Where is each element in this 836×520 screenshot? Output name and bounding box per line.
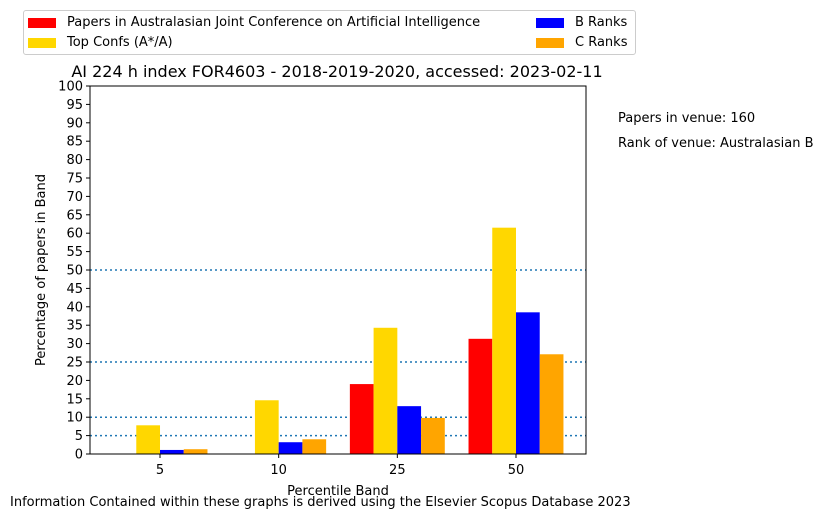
rank-of-venue-note: Rank of venue: Australasian B [618, 136, 814, 151]
bar-top-5 [136, 425, 161, 454]
y-tick-label: 40 [66, 300, 83, 315]
legend-label-top-confs: Top Confs (A*/A) [67, 35, 173, 50]
y-tick-label: 15 [66, 392, 83, 407]
bar-c-10 [302, 439, 327, 454]
bar-papers-25 [349, 384, 374, 454]
legend-label-venue: Papers in Australasian Joint Conference … [67, 15, 481, 30]
x-tick-label: 10 [270, 463, 287, 478]
y-tick-label: 80 [66, 153, 83, 168]
bar-b-50 [515, 312, 540, 454]
y-tick-label: 45 [66, 282, 83, 297]
y-tick-label: 100 [58, 80, 83, 95]
y-tick-label: 65 [66, 208, 83, 223]
bar-b-10 [278, 442, 303, 454]
y-tick-label: 90 [66, 116, 83, 131]
papers-in-venue-note: Papers in venue: 160 [618, 111, 756, 126]
bar-papers-50 [468, 338, 493, 454]
bar-c-25 [421, 417, 445, 454]
bar-top-50 [492, 227, 516, 454]
legend-label-c-ranks: C Ranks [575, 35, 628, 50]
legend-swatch-c-ranks [536, 37, 564, 48]
legend-swatch-top-confs [28, 37, 56, 48]
y-tick-label: 85 [66, 135, 83, 150]
y-tick-label: 0 [75, 448, 83, 463]
y-tick-label: 5 [75, 429, 83, 444]
legend: Papers in Australasian Joint Conference … [23, 10, 636, 55]
chart-title: AI 224 h index FOR4603 - 2018-2019-2020,… [71, 62, 602, 81]
bar-c-50 [539, 354, 564, 454]
x-axis-ticks: 5 10 25 50 [156, 454, 524, 478]
source-footer: Information Contained within these graph… [10, 495, 631, 510]
x-tick-label: 5 [156, 463, 164, 478]
bar-c-5 [183, 449, 208, 454]
bar-top-25 [373, 327, 398, 454]
y-tick-label: 10 [66, 411, 83, 426]
legend-item-top-confs: Top Confs (A*/A) [28, 35, 173, 50]
legend-swatch-venue [28, 17, 56, 28]
bar-b-25 [397, 406, 422, 454]
bars [136, 227, 564, 454]
bar-top-10 [254, 400, 279, 454]
legend-item-venue: Papers in Australasian Joint Conference … [28, 15, 480, 30]
y-tick-label: 35 [66, 319, 83, 334]
legend-label-b-ranks: B Ranks [575, 15, 628, 30]
y-tick-label: 25 [66, 356, 83, 371]
y-tick-label: 75 [66, 172, 83, 187]
y-tick-label: 55 [66, 245, 83, 260]
y-axis-ticks: 0 5 10 15 20 25 30 35 40 45 50 55 60 65 70 75 80 85 90 95 10… [58, 80, 90, 463]
legend-item-b-ranks: B Ranks [536, 15, 627, 30]
y-tick-label: 30 [66, 337, 83, 352]
bar-b-5 [160, 449, 184, 454]
x-axis-label: Percentile Band [287, 484, 389, 499]
y-axis-label: Percentage of papers in Band [34, 174, 49, 366]
y-tick-label: 20 [66, 374, 83, 389]
y-tick-label: 70 [66, 190, 83, 205]
x-tick-label: 25 [389, 463, 406, 478]
legend-item-c-ranks: C Ranks [536, 35, 627, 50]
x-tick-label: 50 [508, 463, 525, 478]
y-tick-label: 60 [66, 227, 83, 242]
legend-swatch-b-ranks [536, 17, 564, 28]
y-tick-label: 95 [66, 98, 83, 113]
y-tick-label: 50 [66, 264, 83, 279]
